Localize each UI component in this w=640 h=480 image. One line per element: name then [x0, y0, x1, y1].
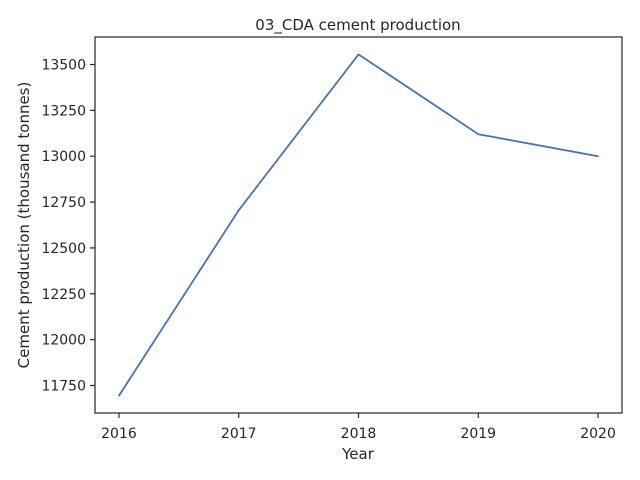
series-line-cement-production: [118, 53, 599, 397]
y-axis-label: Cement production (thousand tonnes): [15, 82, 33, 369]
x-axis-ticks: 2016 2017 2018 2019 2020: [101, 413, 616, 442]
x-tick-label: 2019: [460, 426, 496, 442]
y-tick-label: 11750: [41, 378, 86, 394]
plot-area-frame: [94, 36, 623, 414]
x-tick-label: 2018: [341, 426, 377, 442]
y-tick-label: 12000: [41, 333, 86, 349]
y-tick-label: 12250: [41, 287, 86, 303]
y-tick-label: 13250: [41, 103, 86, 119]
y-tick-label: 12750: [41, 195, 86, 211]
y-tick-label: 13500: [41, 58, 86, 74]
y-tick-label: 12500: [41, 241, 86, 257]
x-tick-label: 2017: [221, 426, 257, 442]
y-tick-label: 13000: [41, 149, 86, 165]
y-axis-ticks: 11750 12000 12250 12500 12750 13000 13250 13500: [41, 58, 95, 394]
x-tick-label: 2016: [101, 426, 137, 442]
chart-title: 03_CDA cement production: [255, 16, 460, 35]
x-tick-label: 2020: [580, 426, 616, 442]
x-axis-label: Year: [341, 445, 375, 463]
